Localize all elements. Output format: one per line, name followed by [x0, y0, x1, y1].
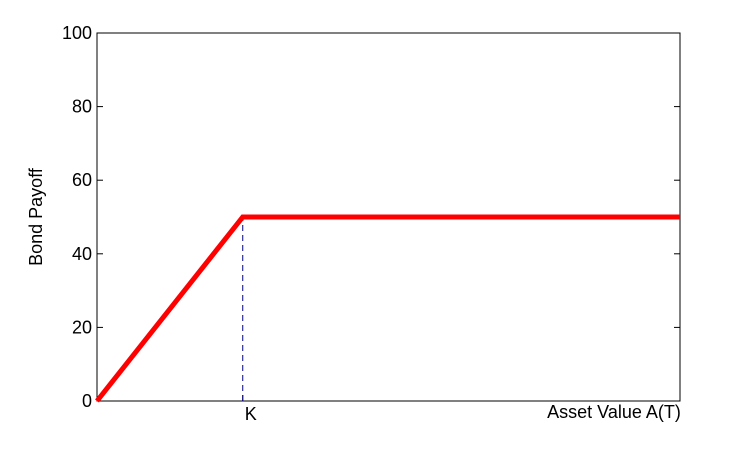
- y-tick-label: 100: [62, 23, 92, 43]
- x-axis-label: Asset Value A(T): [547, 402, 681, 422]
- y-tick-label: 20: [72, 317, 92, 337]
- y-axis-label: Bond Payoff: [26, 167, 46, 266]
- y-tick-label: 0: [82, 391, 92, 411]
- series-group: [95, 214, 680, 403]
- y-tick-label: 80: [72, 97, 92, 117]
- y-axis-ticks: 0 20 40 60 80 100: [62, 23, 680, 411]
- payoff-series-line: [95, 214, 680, 403]
- x-tick-label: K: [245, 404, 257, 424]
- y-tick-label: 40: [72, 244, 92, 264]
- y-tick-label: 60: [72, 170, 92, 190]
